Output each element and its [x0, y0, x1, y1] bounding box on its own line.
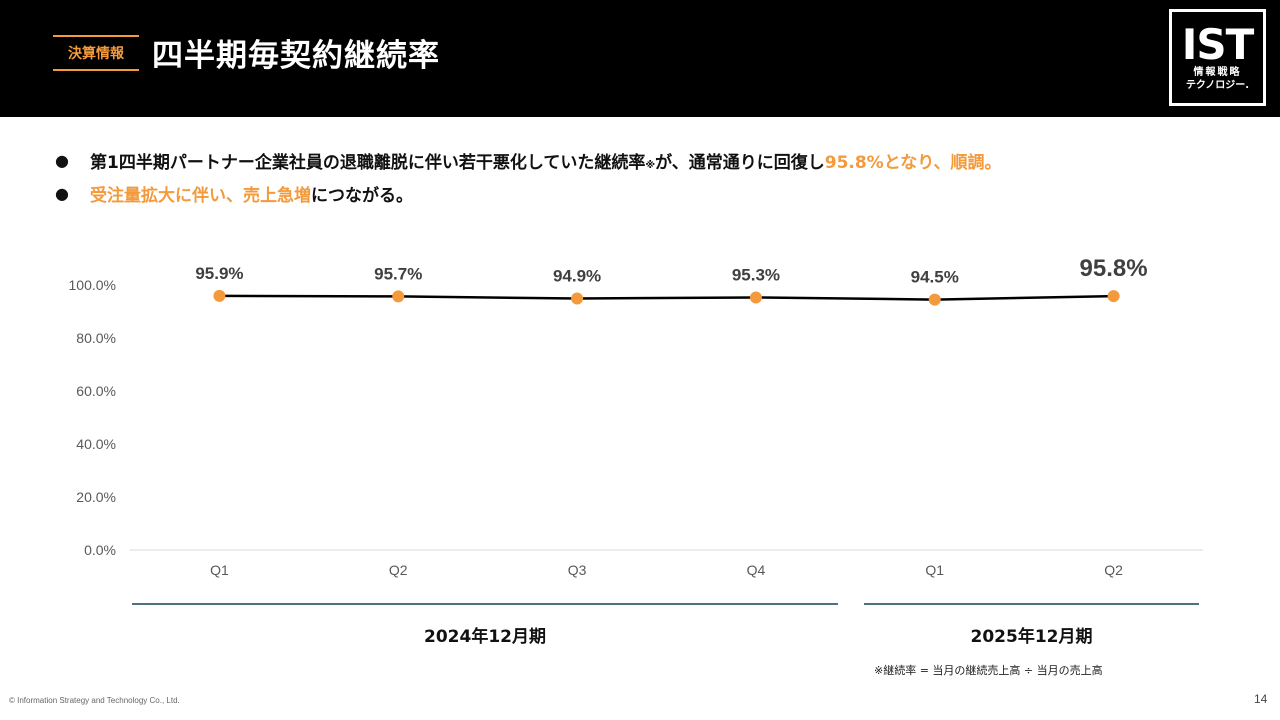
- x-tick-label: Q3: [568, 562, 587, 578]
- bullet-1-text-mid: が、通常通りに回復し: [655, 153, 825, 173]
- data-point: [213, 289, 226, 302]
- bullet-2-text: につながる。: [311, 186, 413, 206]
- data-label: 94.9%: [553, 267, 601, 286]
- company-logo: IST 情報戦略 テクノロジー.: [1169, 9, 1266, 106]
- bullet-text-1: 第1四半期パートナー企業社員の退職離脱に伴い若干悪化していた継続率※が、通常通り…: [90, 148, 1002, 173]
- data-point: [928, 293, 941, 306]
- period-group-fy2024: 2024年12月期: [132, 603, 838, 647]
- bullet-text-2: 受注量拡大に伴い、売上急増につながる。: [90, 181, 413, 206]
- bullet-1-highlight: 95.8%となり、順調。: [824, 153, 1002, 173]
- data-label: 94.5%: [911, 268, 959, 287]
- period-group-fy2025: 2025年12月期: [864, 603, 1199, 647]
- bullet-icon: ●: [55, 151, 69, 170]
- y-tick-label: 80.0%: [76, 330, 116, 346]
- data-point: [571, 292, 584, 305]
- page-number: 14: [1254, 692, 1268, 706]
- y-tick-label: 0.0%: [84, 542, 116, 558]
- copyright: © Information Strategy and Technology Co…: [9, 696, 180, 705]
- bullet-1-text: 第1四半期パートナー企業社員の退職離脱に伴い若干悪化していた継続率: [90, 153, 646, 173]
- period-label-fy2024: 2024年12月期: [424, 627, 546, 647]
- period-divider: [132, 603, 838, 605]
- retention-rate-chart: 0.0% 20.0% 40.0% 60.0% 80.0% 100.0% Q1 Q2 Q3 Q4 Q1…: [69, 255, 1203, 578]
- x-tick-label: Q1: [925, 562, 944, 578]
- series-line: [219, 294, 1114, 301]
- header-bar: 決算情報 四半期毎契約継続率 IST 情報戦略 テクノロジー.: [0, 0, 1280, 117]
- x-tick-label: Q2: [1104, 562, 1123, 578]
- data-point: [749, 291, 762, 304]
- y-tick-label: 40.0%: [76, 436, 116, 452]
- logo-subtitle-2: テクノロジー.: [1185, 80, 1250, 91]
- logo-mark: IST: [1181, 20, 1255, 69]
- y-tick-label: 60.0%: [76, 383, 116, 399]
- note-mark: ※: [645, 160, 656, 171]
- y-tick-label: 100.0%: [69, 277, 116, 293]
- data-point: [1107, 290, 1120, 303]
- data-label: 95.3%: [732, 265, 780, 284]
- x-tick-label: Q1: [210, 562, 229, 578]
- data-label: 95.8%: [1080, 255, 1148, 282]
- data-label: 95.9%: [195, 264, 243, 283]
- period-divider: [864, 603, 1199, 605]
- page-title: 四半期毎契約継続率: [152, 38, 440, 74]
- data-point: [392, 290, 405, 303]
- period-label-fy2025: 2025年12月期: [970, 627, 1093, 647]
- data-label: 95.7%: [374, 264, 422, 283]
- y-tick-label: 20.0%: [76, 489, 116, 505]
- footnote: ※継続率 = 当月の継続売上高 ÷ 当月の売上高: [874, 664, 1103, 677]
- section-tag: 決算情報: [53, 35, 139, 71]
- x-tick-label: Q2: [389, 562, 408, 578]
- bullet-2-highlight: 受注量拡大に伴い、売上急増: [90, 186, 311, 206]
- bullet-icon: ●: [55, 184, 69, 203]
- x-tick-label: Q4: [747, 562, 766, 578]
- logo-subtitle-1: 情報戦略: [1193, 67, 1242, 78]
